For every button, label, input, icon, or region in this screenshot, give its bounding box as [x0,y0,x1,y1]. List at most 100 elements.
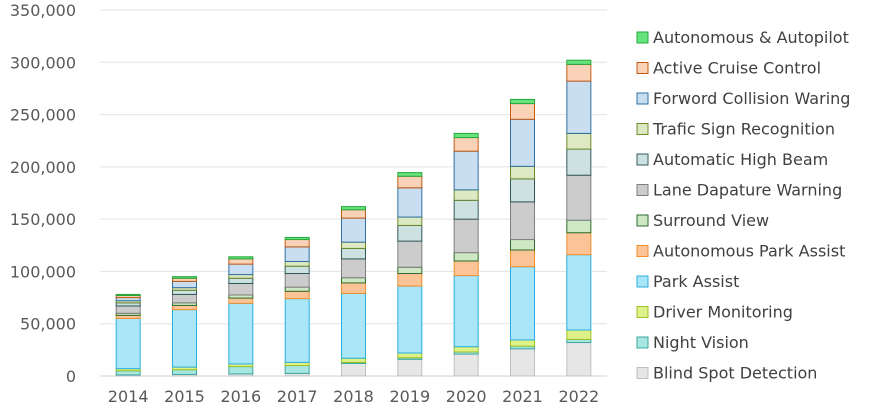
bar-segment [397,187,423,218]
bar-segment [510,266,535,341]
bar-segment [397,240,423,268]
legend-item: Forword Collision Waring [636,89,850,108]
bar-segment [397,285,423,354]
bar-segment [341,362,366,377]
bar-segment [397,172,423,177]
bar-segment [566,59,592,65]
bar-segment [341,217,366,243]
legend-item: Blind Spot Detection [636,364,817,383]
bar-segment [453,132,479,139]
bar-stack-2018 [341,206,366,377]
legend-swatch [636,275,649,288]
bar-segment [284,290,310,300]
bar-segment [172,280,197,289]
legend-swatch [636,62,649,74]
bar-segment [510,98,535,105]
bar-stacks [115,59,592,377]
bar-segment [453,189,479,201]
bar-segment [566,232,592,256]
bar-segment [453,150,479,191]
bar-segment [453,252,479,262]
bar-segment [228,263,254,276]
bar-segment [397,273,423,287]
bar-segment [566,63,592,82]
bar-segment [566,148,592,176]
bar-segment [397,352,423,359]
legend-swatch [636,306,649,318]
bar-segment [228,302,254,365]
bar-segment [284,239,310,248]
x-tick-label: 2017 [277,387,318,406]
legend-swatch [636,245,649,257]
bar-segment [397,175,423,189]
y-tick-label: 300,000 [10,53,76,72]
bar-segment [172,276,197,279]
bar-segment [228,274,254,279]
bar-segment [510,239,535,251]
legend-item: Surround View [636,211,769,230]
bar-segment [228,256,254,260]
legend-item: Automatic High Beam [636,150,828,169]
bar-stack-2014 [115,293,141,377]
bar-segment [284,265,310,275]
y-tick-label: 200,000 [10,158,76,177]
legend-item: Night Vision [636,333,749,352]
bar-segment [510,339,535,347]
legend-swatch [636,92,649,105]
bar-stack-2015 [172,276,197,377]
bar-segment [284,365,310,374]
bar-segment [566,254,592,331]
bar-segment [566,342,592,377]
bar-segment [284,260,310,267]
y-tick-label: 0 [66,367,76,386]
legend-item: Autonomous & Autopilot [636,28,849,47]
bar-segment [172,369,197,375]
bar-segment [228,366,254,375]
bar-segment [284,298,310,363]
x-tick-label: 2019 [389,387,430,406]
legend-swatch [636,31,649,44]
x-axis-tick-labels: 2014 2015 2016 2017 2018 2019 2020 2021 2022 [108,387,599,406]
x-tick-label: 2022 [558,387,599,406]
bar-segment [510,178,535,203]
bar-segment [341,206,366,211]
bar-segment [510,165,535,180]
legend-item: Park Assist [636,272,739,291]
bar-segment [284,246,310,262]
legend-swatch [636,336,649,349]
bar-segment [453,137,479,152]
bar-segment [510,103,535,120]
bar-segment [228,282,254,296]
legend-label: Surround View [653,211,769,230]
legend-label: Autonomous & Autopilot [653,28,849,47]
y-axis-tick-labels: 0 50,000 100,000 150,000 200,000 250,000 300,0… [10,1,76,386]
bar-segment [341,277,366,284]
bar-segment [453,260,479,277]
x-tick-label: 2015 [164,387,205,406]
bar-segment [341,209,366,219]
bar-segment [566,80,592,134]
bar-segment [172,309,197,368]
bar-segment [566,219,592,234]
bar-segment [172,289,197,295]
bar-segment [341,282,366,294]
bar-segment [284,286,310,292]
legend-swatch [636,153,649,166]
legend-label: Park Assist [653,272,739,291]
bar-segment [115,293,141,296]
legend-label: Forword Collision Waring [653,89,850,108]
legend-label: Automatic High Beam [653,150,828,169]
bar-segment [228,297,254,304]
y-tick-label: 250,000 [10,106,76,125]
bar-segment [510,348,535,377]
x-tick-label: 2014 [108,387,149,406]
bar-segment [172,304,197,311]
bar-segment [510,118,535,167]
legend-swatch [636,123,649,135]
bar-stack-2017 [284,236,310,377]
bar-segment [453,275,479,348]
legend-swatch [636,214,649,227]
bar-segment [510,201,535,241]
legend-item: Lane Dapature Warning [636,181,842,200]
bar-segment [341,357,366,363]
